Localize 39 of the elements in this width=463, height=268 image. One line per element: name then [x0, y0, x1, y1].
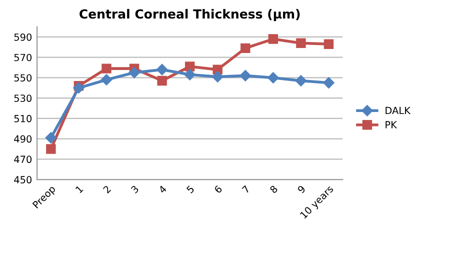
y-tick-label: 470: [14, 156, 32, 164]
point: [240, 70, 251, 82]
chart-title: Central Corneal Thickness (µm): [80, 8, 300, 22]
point: [102, 64, 112, 74]
x-tick-label: 2: [102, 185, 112, 194]
point: [268, 34, 278, 44]
point: [100, 74, 112, 86]
point: [73, 82, 84, 94]
y-tick-label: 550: [14, 74, 32, 82]
x-tick-label: 6: [214, 184, 222, 194]
point: [157, 76, 167, 86]
x-tick-label: 1: [75, 185, 84, 194]
point: [296, 38, 306, 48]
point: [240, 43, 250, 54]
point: [295, 75, 307, 86]
x-tick-label: 5: [186, 185, 195, 194]
y-tick-label: 570: [14, 54, 32, 62]
x-tick-label: 9: [297, 185, 306, 194]
point: [45, 132, 57, 144]
point: [184, 69, 196, 80]
y-tick-label: 450: [14, 176, 32, 184]
x-tick-label: 3: [130, 185, 140, 194]
point: [212, 71, 224, 82]
y-tick-label: 590: [14, 33, 32, 41]
point: [46, 144, 56, 154]
point: [184, 62, 195, 72]
legend-label: DALK: [386, 106, 411, 114]
point: [268, 72, 279, 84]
y-tick-label: 490: [14, 135, 32, 143]
point: [324, 39, 334, 49]
x-tick-label: 4: [158, 185, 167, 194]
point: [156, 64, 168, 76]
point: [323, 77, 334, 88]
point: [128, 67, 140, 78]
x-tick-label: 8: [269, 185, 278, 194]
legend-label: PK: [386, 121, 398, 128]
y-tick-label: 530: [14, 94, 32, 102]
y-tick-label: 510: [14, 114, 32, 122]
x-tick-label: 7: [242, 185, 250, 194]
